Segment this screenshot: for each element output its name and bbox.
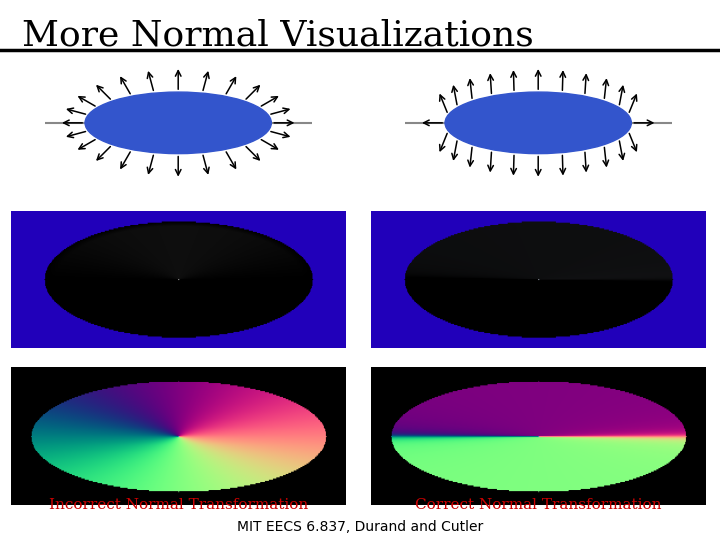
Ellipse shape [85,92,271,154]
Text: Correct Normal Transformation: Correct Normal Transformation [415,498,662,512]
Text: Incorrect Normal Transformation: Incorrect Normal Transformation [48,498,308,512]
Text: More Normal Visualizations: More Normal Visualizations [22,19,534,53]
Text: MIT EECS 6.837, Durand and Cutler: MIT EECS 6.837, Durand and Cutler [237,519,483,534]
Ellipse shape [445,92,631,154]
